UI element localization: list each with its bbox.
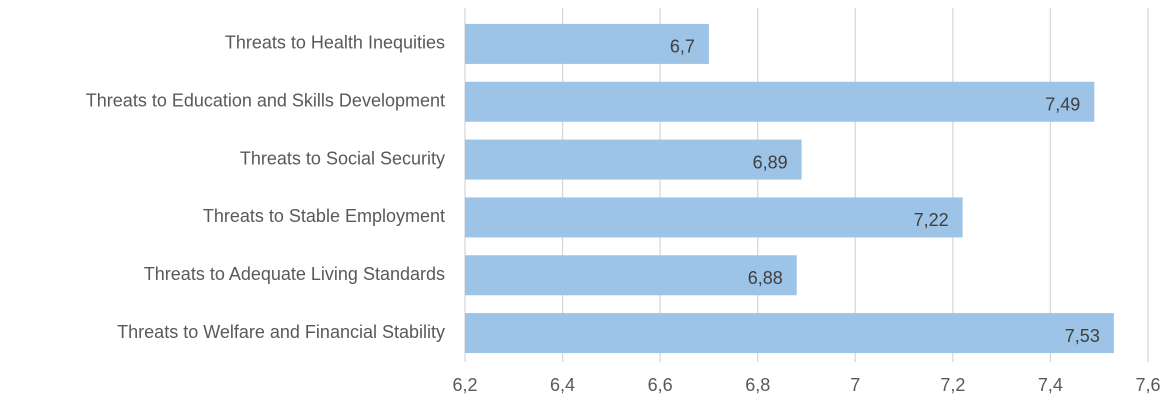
value-label: 6,88 (748, 268, 783, 288)
category-label: Threats to Social Security (240, 148, 445, 168)
value-label: 7,53 (1065, 326, 1100, 346)
x-tick-label: 7,2 (940, 375, 965, 395)
bar (465, 255, 797, 296)
bar (465, 23, 709, 64)
category-label: Threats to Stable Employment (203, 206, 445, 226)
category-label: Threats to Welfare and Financial Stabili… (117, 322, 445, 342)
category-label: Threats to Adequate Living Standards (144, 264, 445, 284)
x-tick-label: 7 (850, 375, 860, 395)
bar (465, 139, 802, 180)
value-label: 6,7 (670, 37, 695, 57)
x-tick-label: 6,8 (745, 375, 770, 395)
x-tick-label: 7,6 (1135, 375, 1160, 395)
bar (465, 81, 1095, 122)
bar (465, 197, 963, 238)
x-tick-label: 6,6 (648, 375, 673, 395)
category-label: Threats to Health Inequities (225, 33, 445, 53)
bar (465, 313, 1114, 354)
value-label: 7,22 (914, 210, 949, 230)
value-label: 6,89 (753, 152, 788, 172)
value-label: 7,49 (1045, 95, 1080, 115)
category-label: Threats to Education and Skills Developm… (86, 91, 445, 111)
x-tick-label: 7,4 (1038, 375, 1063, 395)
x-tick-label: 6,2 (452, 375, 477, 395)
x-tick-label: 6,4 (550, 375, 575, 395)
